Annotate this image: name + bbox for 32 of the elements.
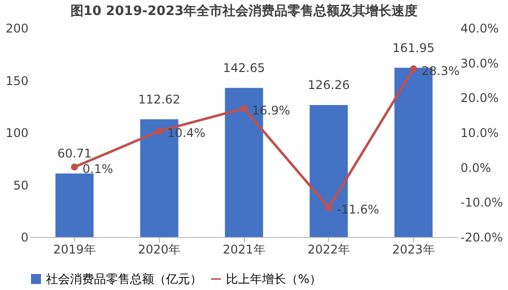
chart-title: 图10 2019-2023年全市社会消费品零售总额及其增长速度 <box>70 3 418 19</box>
y-tick-label: 200 <box>6 22 28 36</box>
y2-tick-label: 0.0% <box>460 160 491 175</box>
x-tick-label: 2023年 <box>392 242 435 256</box>
data-label: 161.95 <box>392 40 435 55</box>
y-tick-label: 50 <box>13 178 28 192</box>
data-label: 60.71 <box>57 146 92 161</box>
point <box>240 104 248 112</box>
legend-label: 比上年增长（%） <box>226 272 322 286</box>
x-tick-label: 2022年 <box>307 242 350 256</box>
data-label: 112.62 <box>138 92 180 106</box>
y-tick-label: 100 <box>6 126 28 140</box>
x-tick-label: 2019年 <box>53 242 96 256</box>
y2-tick-label: 40.0% <box>460 22 499 36</box>
point <box>70 163 78 171</box>
data-label: 142.65 <box>223 60 265 75</box>
bar <box>55 174 94 237</box>
data-label: 126.26 <box>308 78 350 92</box>
y2-tick-label: -20.0% <box>460 230 503 244</box>
y2-tick-label: 20.0% <box>460 91 499 106</box>
y2-tick-label: -10.0% <box>460 196 503 210</box>
x-tick-label: 2020年 <box>138 242 181 256</box>
y-tick-label: 0 <box>20 230 28 244</box>
x-tick-label: 2021年 <box>222 242 266 256</box>
y2-tick-label: 30.0% <box>460 56 499 70</box>
legend-label: 社会消费品零售总额（亿元） <box>46 272 202 286</box>
point <box>410 65 418 72</box>
y2-tick-label: 10.0% <box>460 126 499 140</box>
y-tick-label: 150 <box>6 74 28 88</box>
point <box>325 204 332 212</box>
point <box>156 128 163 135</box>
data-label: 0.1% <box>82 162 113 176</box>
